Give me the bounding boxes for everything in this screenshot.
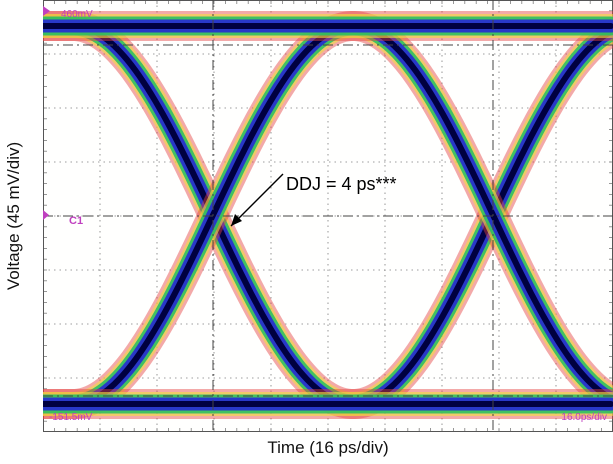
oscilloscope-screen: 460mV -151.5mV 16.0ps/div C1 DDJ = 4 ps*… bbox=[43, 0, 613, 432]
channel-marker-arrow-icon bbox=[43, 210, 49, 220]
annotation-arrow-head-icon bbox=[231, 214, 242, 226]
top-voltage-readout: 460mV bbox=[61, 9, 93, 20]
channel-marker-label: C1 bbox=[69, 215, 83, 227]
bottom-voltage-readout: -151.5mV bbox=[49, 412, 93, 423]
y-axis-label: Voltage (45 mV/div) bbox=[4, 141, 23, 291]
ddj-annotation: DDJ = 4 ps*** bbox=[286, 174, 397, 194]
annotation-arrow-line bbox=[230, 173, 284, 227]
timebase-readout: 16.0ps/div bbox=[561, 412, 607, 423]
eye-diagram-plot: 460mV -151.5mV 16.0ps/div C1 DDJ = 4 ps*… bbox=[43, 0, 613, 432]
x-axis-label: Time (16 ps/div) bbox=[267, 438, 389, 457]
trigger-marker-icon bbox=[43, 6, 50, 16]
overlay-markers bbox=[43, 0, 613, 432]
